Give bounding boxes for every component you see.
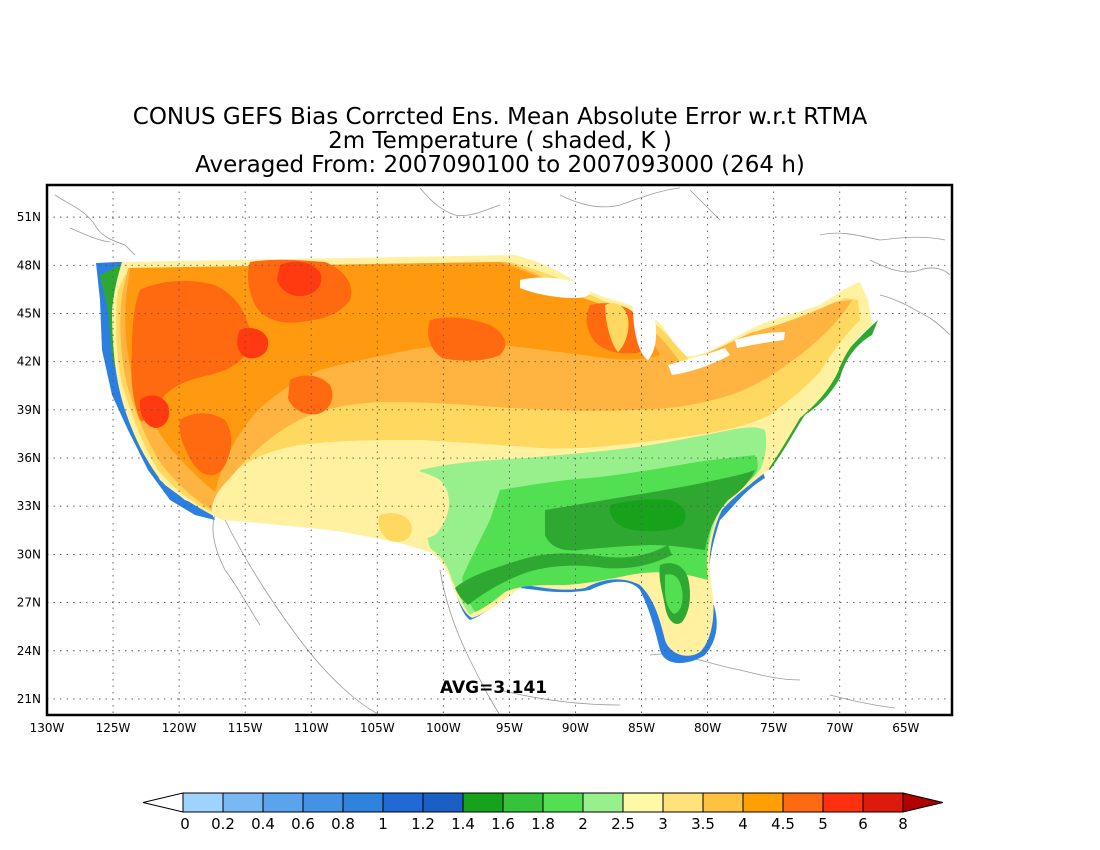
longitude-tick-label: 125W	[96, 721, 131, 735]
colorbar-swatch	[862, 792, 904, 813]
latitude-tick-label: 24N	[17, 644, 41, 658]
chart-title-line2: 2m Temperature ( shaded, K )	[328, 128, 672, 154]
colorbar-label: 3	[658, 815, 668, 833]
longitude-tick-label: 80W	[694, 721, 721, 735]
latitude-tick-label: 39N	[17, 403, 41, 417]
chart-title-line3: Averaged From: 2007090100 to 2007093000 …	[195, 152, 805, 178]
colorbar-label: 1	[378, 815, 388, 833]
longitude-tick-label: 70W	[826, 721, 853, 735]
latitude-tick-label: 27N	[17, 596, 41, 610]
colorbar-label: 5	[818, 815, 828, 833]
latitude-tick-label: 42N	[17, 355, 41, 369]
longitude-tick-label: 90W	[562, 721, 589, 735]
latitude-tick-label: 45N	[17, 306, 41, 320]
latitude-tick-label: 30N	[17, 547, 41, 561]
colorbar-label: 1.2	[411, 815, 435, 833]
colorbar-swatch	[542, 792, 584, 813]
colorbar-label: 0.8	[331, 815, 355, 833]
latitude-tick-label: 51N	[17, 210, 41, 224]
avg-annotation: AVG=3.141	[440, 678, 547, 698]
colorbar-label: 1.8	[531, 815, 555, 833]
colorbar-over-arrow	[902, 792, 944, 813]
basemap-outlines	[54, 187, 951, 715]
colorbar-swatch	[342, 792, 384, 813]
colorbar-swatch	[462, 792, 504, 813]
colorbar-label: 0.2	[211, 815, 235, 833]
colorbar-swatch	[742, 792, 784, 813]
colorbar-label: 8	[898, 815, 908, 833]
colorbar-label: 1.4	[451, 815, 475, 833]
colorbar-swatch	[222, 792, 264, 813]
map-gridlines	[47, 185, 952, 715]
conus-shading	[96, 255, 878, 664]
longitude-tick-label: 65W	[892, 721, 919, 735]
longitude-tick-label: 75W	[760, 721, 787, 735]
longitude-tick-label: 105W	[360, 721, 395, 735]
colorbar-swatch	[662, 792, 704, 813]
colorbar-swatch	[622, 792, 664, 813]
chart-title-line1: CONUS GEFS Bias Corrcted Ens. Mean Absol…	[132, 104, 868, 130]
colorbar-label: 1.6	[491, 815, 515, 833]
colorbar: 0 0.2 0.4 0.6 0.8 1 1.2 1.4 1.6 1.8 2 2.5 3 3.5 4 4.5 5 6…	[142, 792, 944, 833]
longitude-tick-labels: 130W 125W 120W 115W 110W 105W 100W 95W 90W 85W 80W…	[30, 721, 920, 735]
colorbar-swatch	[582, 792, 624, 813]
map-shading	[47, 185, 952, 715]
colorbar-under-arrow	[142, 792, 184, 813]
longitude-tick-label: 115W	[228, 721, 263, 735]
colorbar-swatch	[502, 792, 544, 813]
colorbar-label: 2	[578, 815, 588, 833]
longitude-tick-label: 95W	[496, 721, 523, 735]
colorbar-swatch	[382, 792, 424, 813]
colorbar-swatch	[782, 792, 824, 813]
longitude-tick-label: 130W	[30, 721, 65, 735]
latitude-tick-label: 33N	[17, 499, 41, 513]
colorbar-label: 2.5	[611, 815, 635, 833]
longitude-tick-label: 120W	[162, 721, 197, 735]
colorbar-swatch	[302, 792, 344, 813]
colorbar-swatch	[422, 792, 464, 813]
colorbar-label: 3.5	[691, 815, 715, 833]
colorbar-label: 0	[180, 815, 190, 833]
longitude-tick-label: 110W	[294, 721, 329, 735]
colorbar-label: 0.6	[291, 815, 315, 833]
colorbar-label: 6	[858, 815, 868, 833]
colorbar-swatch	[822, 792, 864, 813]
colorbar-label: 4	[738, 815, 748, 833]
map-frame	[45, 183, 954, 717]
latitude-tick-labels: 51N 48N 45N 42N 39N 36N 33N 30N 27N 24N 21N	[17, 210, 41, 706]
colorbar-swatch	[702, 792, 744, 813]
colorbar-swatch	[262, 792, 304, 813]
latitude-tick-label: 21N	[17, 692, 41, 706]
latitude-tick-label: 48N	[17, 258, 41, 272]
longitude-tick-label: 100W	[426, 721, 461, 735]
colorbar-swatch	[182, 792, 224, 813]
latitude-tick-label: 36N	[17, 451, 41, 465]
colorbar-label: 4.5	[771, 815, 795, 833]
longitude-tick-label: 85W	[628, 721, 655, 735]
colorbar-label: 0.4	[251, 815, 275, 833]
